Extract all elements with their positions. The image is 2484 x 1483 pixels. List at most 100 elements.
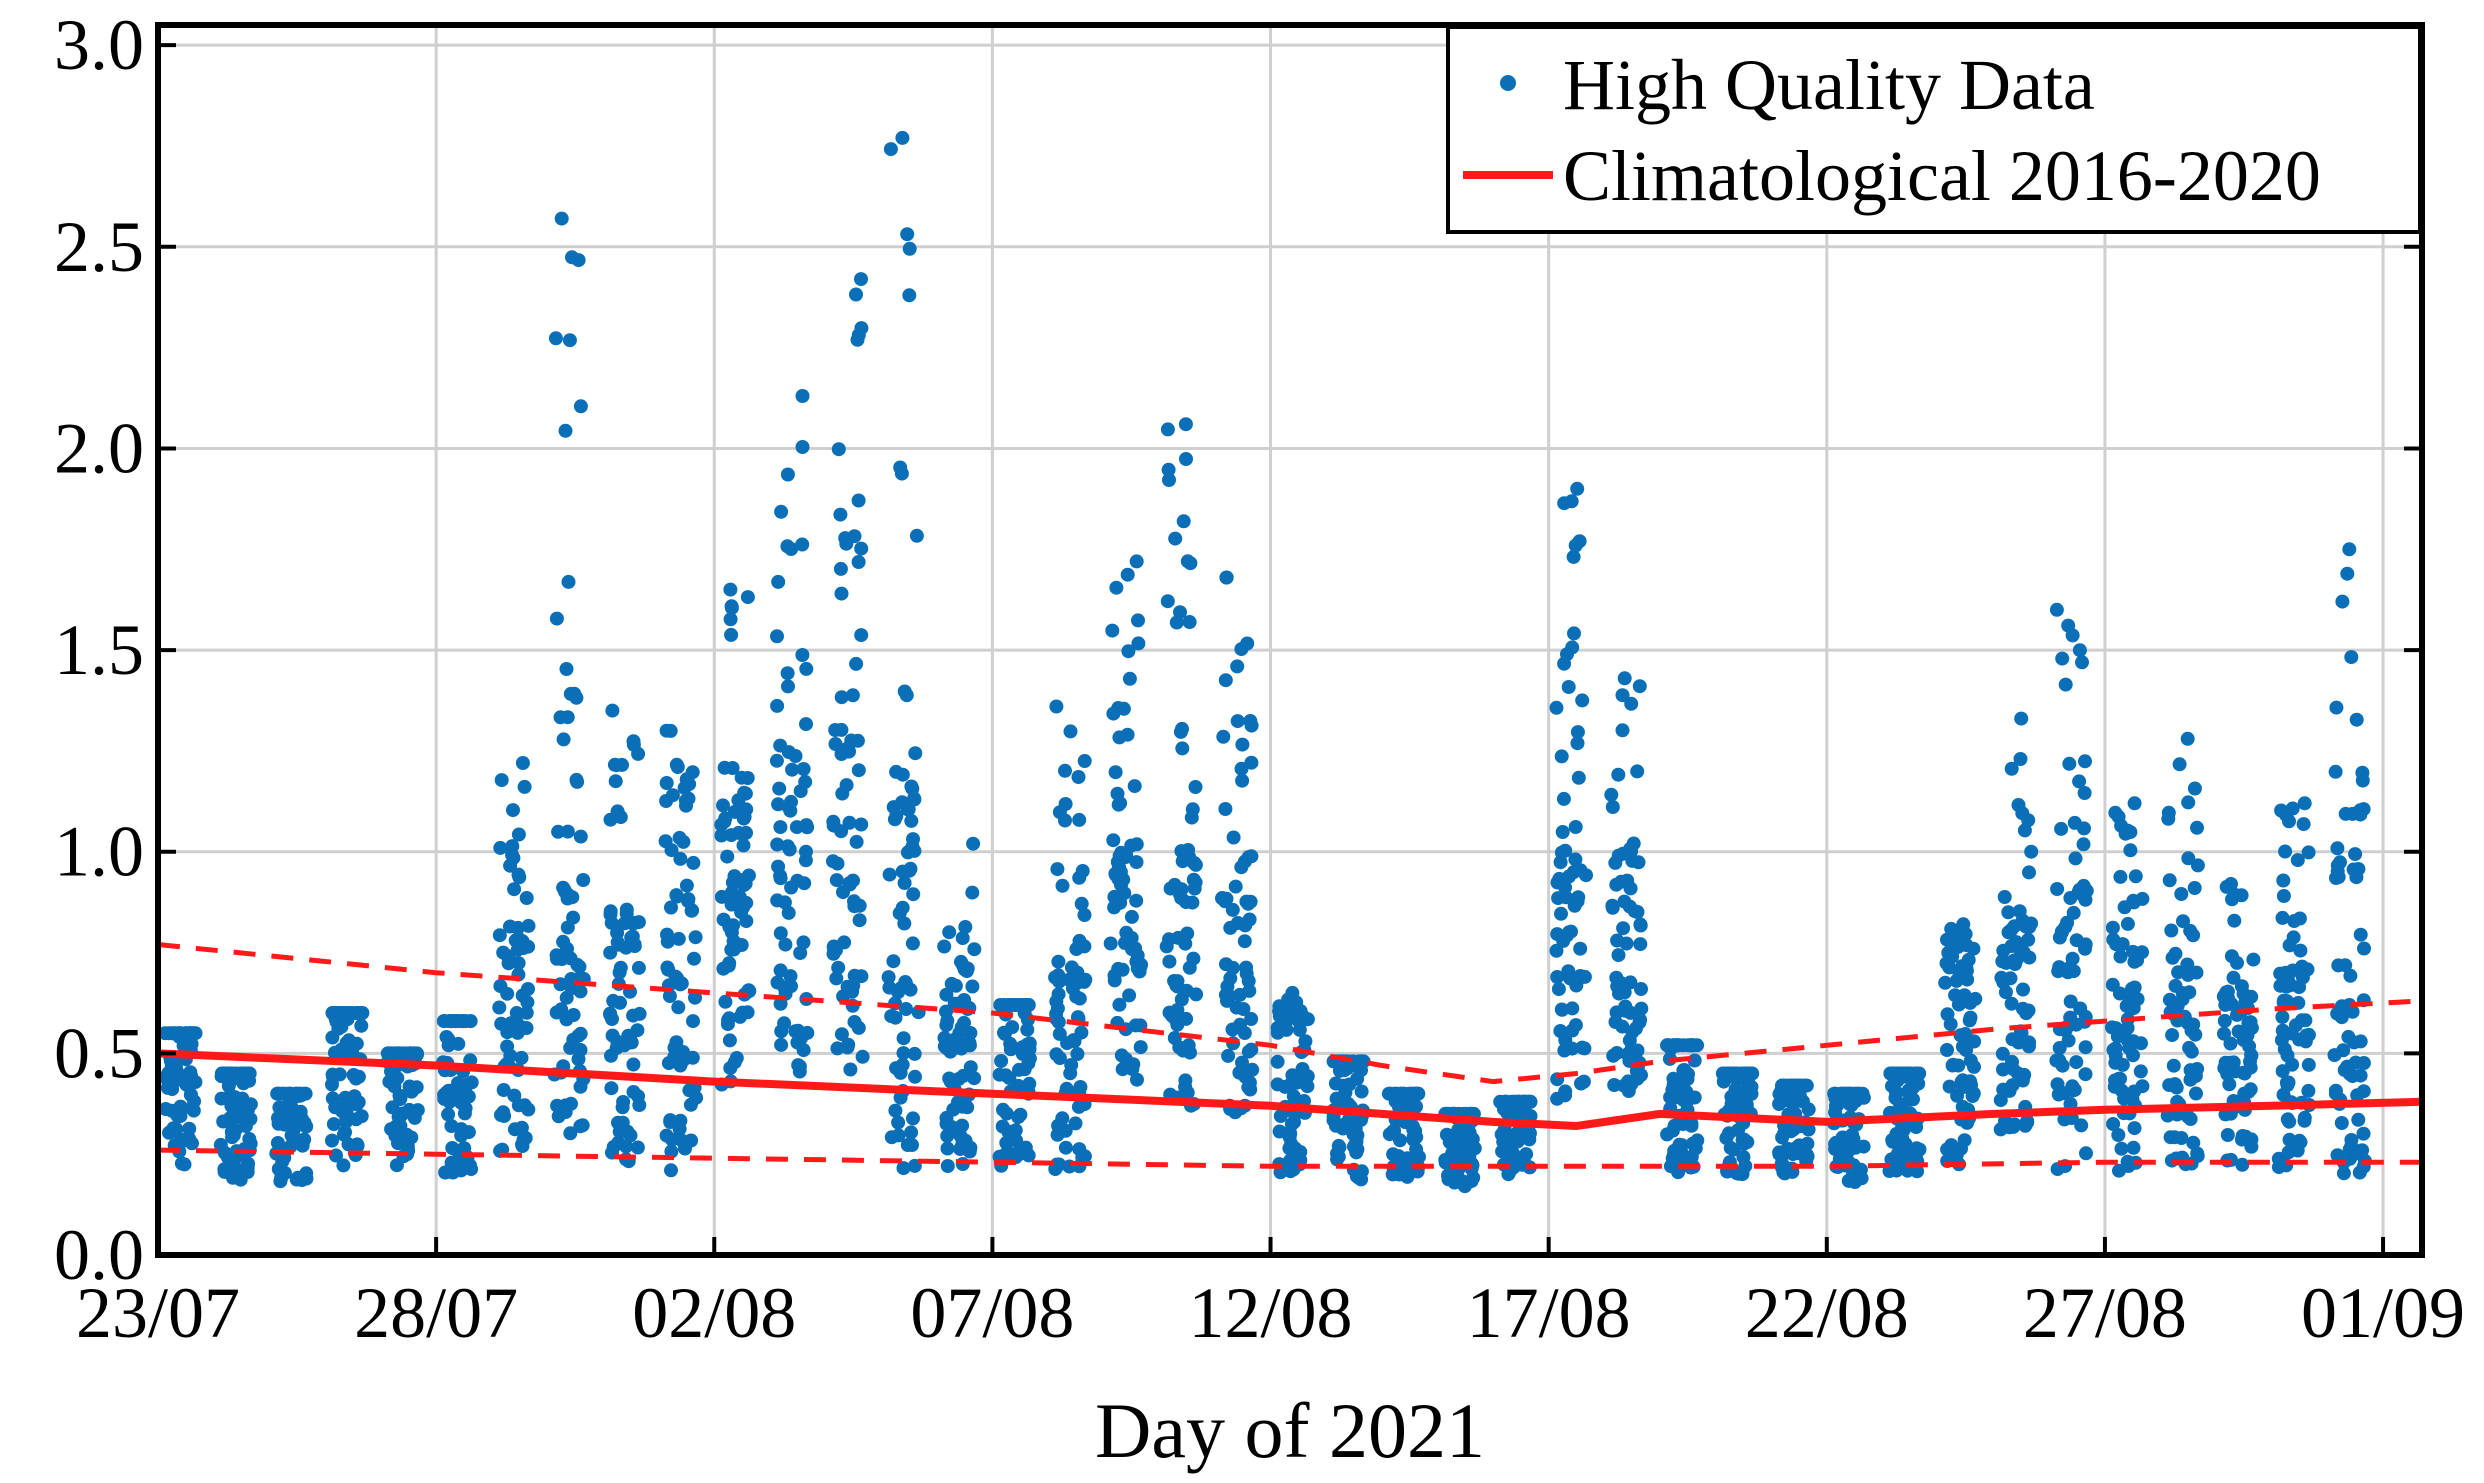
data-point	[2024, 844, 2039, 859]
data-point	[1179, 1011, 1194, 1026]
data-point	[721, 1012, 736, 1027]
data-point	[891, 1128, 906, 1143]
data-point	[2349, 712, 2364, 727]
data-point	[1176, 1043, 1191, 1058]
data-point	[1502, 1165, 1517, 1180]
data-point	[954, 1020, 969, 1035]
data-point	[2127, 796, 2142, 811]
data-point	[777, 1016, 792, 1031]
data-point	[795, 537, 810, 552]
data-point	[828, 737, 843, 751]
data-point	[685, 1050, 700, 1065]
data-point	[562, 333, 577, 348]
data-point	[270, 1086, 285, 1101]
data-point	[2065, 951, 2080, 966]
data-point	[796, 935, 811, 950]
data-point	[1575, 693, 1590, 708]
data-point	[2111, 1128, 2126, 1142]
data-point	[773, 926, 788, 941]
data-point	[1550, 970, 1565, 984]
data-point	[573, 829, 588, 844]
data-point	[718, 994, 733, 1009]
data-point	[572, 959, 587, 974]
data-point	[505, 848, 520, 863]
data-point	[2186, 1135, 2201, 1150]
data-point	[883, 142, 898, 157]
data-point	[1830, 1098, 1845, 1112]
data-point	[325, 1030, 340, 1045]
data-point	[2181, 851, 2196, 866]
data-point	[664, 1163, 678, 1178]
data-point	[795, 440, 810, 454]
data-point	[1611, 948, 1626, 963]
data-point	[2170, 998, 2185, 1013]
data-point	[2022, 865, 2036, 880]
data-point	[493, 979, 508, 994]
data-point	[833, 507, 848, 522]
data-point	[560, 710, 575, 725]
data-point	[955, 931, 970, 946]
data-point	[559, 662, 574, 676]
data-point	[1130, 961, 1145, 976]
data-point	[946, 1102, 961, 1117]
data-point	[1728, 1082, 1743, 1097]
data-point	[895, 130, 910, 145]
data-point	[2018, 1116, 2033, 1131]
data-point	[2180, 957, 2195, 972]
data-point	[2117, 900, 2132, 915]
data-point	[241, 1156, 256, 1171]
data-point	[2353, 1068, 2368, 1083]
data-point	[1180, 1085, 1195, 1100]
data-point	[1109, 580, 1124, 595]
data-point	[948, 978, 963, 993]
data-point	[891, 985, 906, 1000]
data-point	[396, 1135, 411, 1150]
data-point	[1219, 570, 1234, 585]
data-point	[177, 1157, 192, 1172]
data-point	[2228, 887, 2243, 902]
data-point	[2077, 821, 2091, 836]
data-point	[2282, 1132, 2297, 1147]
data-point	[2016, 945, 2031, 960]
data-point	[626, 1057, 641, 1072]
data-point	[774, 1037, 789, 1052]
data-point	[509, 1014, 524, 1029]
data-point	[659, 1128, 674, 1143]
data-point	[334, 1019, 349, 1034]
data-point	[2297, 796, 2312, 811]
data-point	[1017, 1062, 1032, 1077]
data-point	[826, 814, 841, 829]
data-point	[1055, 1111, 1070, 1126]
data-point	[1349, 1145, 1364, 1160]
data-point	[351, 1095, 366, 1110]
data-point	[784, 979, 798, 994]
data-point	[554, 211, 569, 226]
data-point	[2061, 1033, 2076, 1048]
data-point	[736, 838, 751, 853]
data-point	[672, 830, 687, 845]
data-point	[770, 698, 785, 713]
data-point	[1839, 1086, 1854, 1101]
data-point	[2292, 980, 2307, 995]
data-point	[2056, 1086, 2071, 1101]
data-point	[511, 827, 526, 842]
data-point	[1611, 767, 1626, 782]
data-point	[1793, 1078, 1808, 1093]
data-point	[458, 1101, 473, 1116]
data-point	[2330, 858, 2345, 873]
data-point	[688, 930, 703, 945]
data-point	[900, 845, 915, 860]
data-point	[507, 882, 522, 897]
data-point	[1119, 925, 1134, 940]
data-point	[664, 900, 678, 915]
data-point	[902, 241, 917, 256]
data-point	[663, 723, 678, 738]
data-point	[1354, 1084, 1369, 1099]
data-point	[770, 837, 785, 852]
data-point	[1891, 1146, 1905, 1161]
data-point	[1939, 956, 1954, 971]
data-point	[1564, 924, 1578, 939]
data-point	[1683, 1038, 1697, 1053]
data-point	[626, 1085, 641, 1099]
data-point	[1175, 741, 1190, 756]
